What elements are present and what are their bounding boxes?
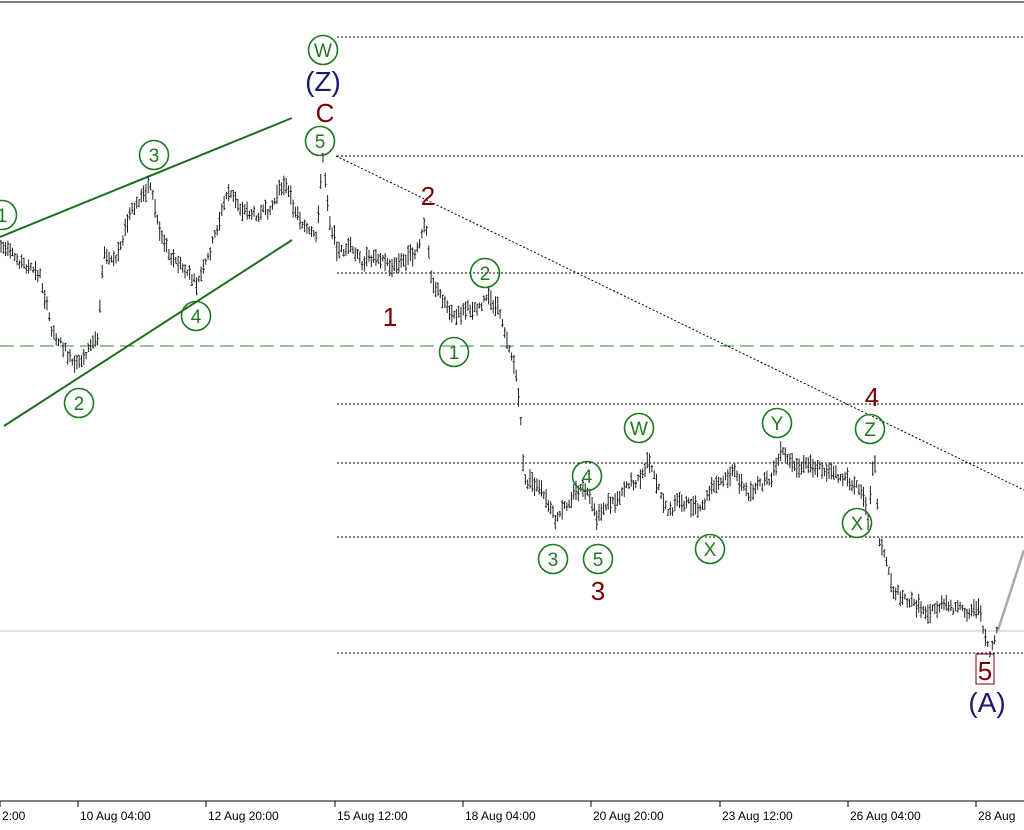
wave-circle-label: 5 xyxy=(315,132,326,153)
wave-circle xyxy=(761,407,793,439)
x-tick-label: 12 Aug 20:00 xyxy=(208,809,279,823)
wave-circle xyxy=(438,336,470,368)
wave-circle xyxy=(180,300,212,332)
wave-blue-label: (A) xyxy=(968,687,1005,718)
wave-circle-label: X xyxy=(851,514,864,535)
grid-layer xyxy=(0,1,1024,802)
x-axis: 2:00 10 Aug 04:00 12 Aug 20:00 15 Aug 12:00… xyxy=(0,801,1015,823)
wave-circle-label: W xyxy=(630,419,648,440)
wave-circle-label: Y xyxy=(771,414,784,435)
wave-circle xyxy=(63,387,95,419)
wave-circle xyxy=(623,412,655,444)
wave-circle xyxy=(571,460,603,492)
wave-blue-label: (Z) xyxy=(305,66,341,97)
wave-circle xyxy=(582,543,614,575)
wave-circle-label: 1 xyxy=(0,206,7,227)
wave-circle-label: W xyxy=(314,41,332,62)
wave-circle-label: 5 xyxy=(593,550,604,571)
x-tick-label: 18 Aug 04:00 xyxy=(465,809,536,823)
wave-circle-label: X xyxy=(704,540,717,561)
wave-circle xyxy=(0,199,18,231)
x-tick-label: 10 Aug 04:00 xyxy=(80,809,151,823)
x-tick-label: 28 Aug xyxy=(978,809,1015,823)
projection-line xyxy=(996,549,1024,631)
wave-red-label: 1 xyxy=(383,302,397,332)
wave-circle-label: 3 xyxy=(548,550,559,571)
wave-circle-label: 2 xyxy=(74,394,85,415)
wave-circle xyxy=(841,507,873,539)
x-tick-label: 20 Aug 20:00 xyxy=(593,809,664,823)
wave-red-label: 5 xyxy=(978,656,992,686)
x-tick-label: 23 Aug 12:00 xyxy=(722,809,793,823)
wave-circle xyxy=(469,257,501,289)
channel-lower-line xyxy=(3,239,293,427)
wave-red-label: C xyxy=(316,98,335,128)
wave-red-label: 3 xyxy=(591,576,605,606)
wave-circle xyxy=(307,34,339,66)
wave-circle-label: 1 xyxy=(449,343,460,364)
downtrend-line xyxy=(335,155,1024,491)
wave-circle-label: 4 xyxy=(191,307,202,328)
wave-circle xyxy=(304,125,336,157)
wave-circle xyxy=(138,139,170,171)
wave-labels: 1 2 3 4 W 5 2 1 3 4 5 W X Y Z X C 2 1 3 4 5 (Z) (A) xyxy=(0,34,1006,718)
x-tick-label: 26 Aug 04:00 xyxy=(850,809,921,823)
wave-circle xyxy=(537,543,569,575)
wave-circle xyxy=(854,413,886,445)
x-tick-label: 2:00 xyxy=(2,809,26,823)
channel-upper-line xyxy=(0,117,293,238)
wave-red-label: 4 xyxy=(865,382,879,412)
wave-circle-label: 2 xyxy=(480,264,491,285)
wave-red-label: 2 xyxy=(421,181,435,211)
price-bars xyxy=(0,153,999,658)
trend-layer xyxy=(0,117,1024,631)
wave-circle-label: 3 xyxy=(149,146,160,167)
wave-circle xyxy=(694,533,726,565)
x-tick-label: 15 Aug 12:00 xyxy=(337,809,408,823)
wave-5-box xyxy=(975,653,995,685)
wave-circle-label: 4 xyxy=(582,467,593,488)
wave-circle-label: Z xyxy=(864,420,876,441)
